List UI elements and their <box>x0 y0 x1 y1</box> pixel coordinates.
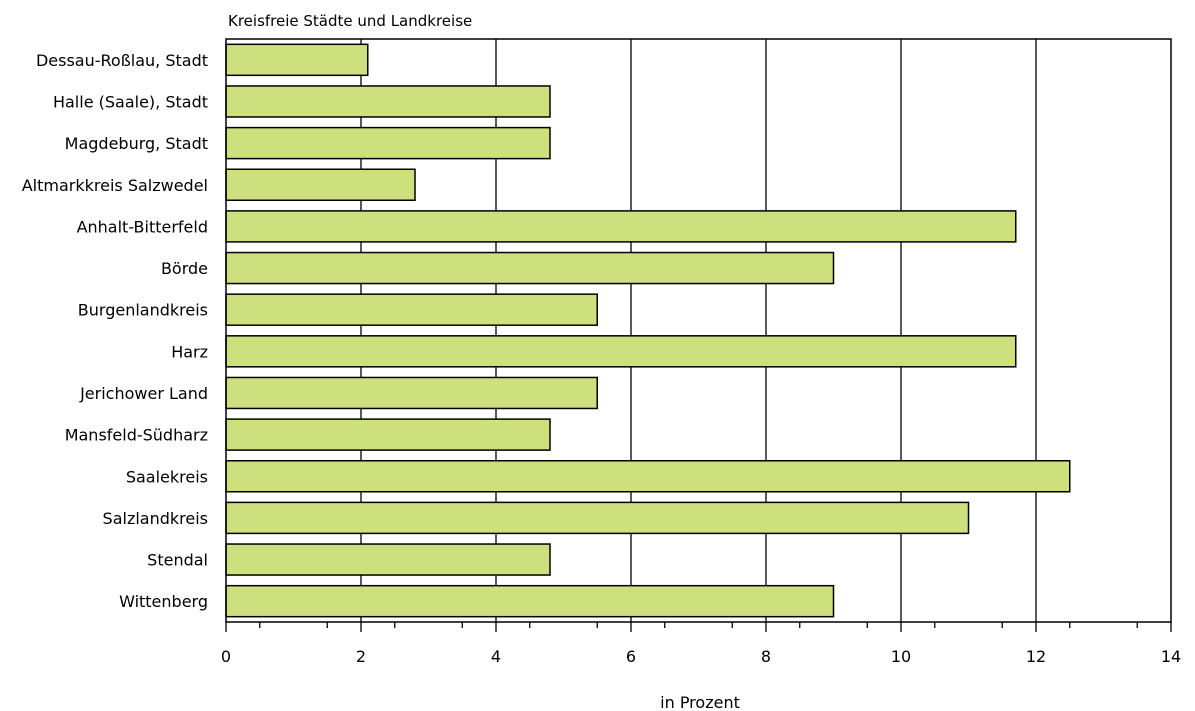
category-label: Mansfeld-Südharz <box>65 426 208 445</box>
x-tick-label: 12 <box>1026 647 1046 666</box>
bar <box>225 251 835 285</box>
category-label: Jerichower Land <box>79 384 208 403</box>
x-tick-label: 10 <box>891 647 911 666</box>
category-labels: Dessau-Roßlau, Stadt Halle (Saale), Stadt… <box>22 51 208 611</box>
chart-title: Kreisfreie Städte und Landkreise <box>228 12 472 30</box>
x-tick-label: 14 <box>1161 647 1181 666</box>
category-label: Anhalt-Bitterfeld <box>77 217 208 236</box>
category-label: Stendal <box>147 551 208 570</box>
x-tick-label: 4 <box>491 647 501 666</box>
bar <box>225 335 1017 368</box>
category-label: Halle (Saale), Stadt <box>53 92 208 111</box>
x-tick-label: 8 <box>761 647 771 666</box>
bars <box>225 43 1071 618</box>
bar <box>225 43 369 77</box>
x-axis-ticks: 0 2 4 6 8 10 12 14 <box>221 622 1181 666</box>
bar <box>225 460 1071 493</box>
bar <box>225 501 970 535</box>
bar <box>225 376 598 410</box>
category-label: Salzlandkreis <box>103 509 208 528</box>
x-tick-label: 6 <box>626 647 636 666</box>
bar <box>225 85 551 118</box>
category-label: Harz <box>171 342 208 361</box>
bar <box>225 293 598 326</box>
category-label: Magdeburg, Stadt <box>65 134 208 153</box>
x-tick-label: 2 <box>356 647 366 666</box>
bar <box>225 126 551 160</box>
bar <box>225 418 551 451</box>
grid-lines <box>360 39 1037 622</box>
x-tick-label: 0 <box>221 647 231 666</box>
plot-frame <box>225 38 1172 623</box>
bar <box>225 543 551 576</box>
x-axis-label: in Prozent <box>660 693 740 711</box>
category-label: Altmarkkreis Salzwedel <box>22 176 208 195</box>
category-label: Wittenberg <box>119 592 208 611</box>
category-label: Börde <box>161 259 208 278</box>
bar <box>225 168 416 201</box>
category-label: Saalekreis <box>126 467 208 486</box>
category-label: Dessau-Roßlau, Stadt <box>36 51 208 70</box>
bar <box>225 584 835 618</box>
bar <box>225 210 1017 243</box>
category-label: Burgenlandkreis <box>78 301 208 320</box>
